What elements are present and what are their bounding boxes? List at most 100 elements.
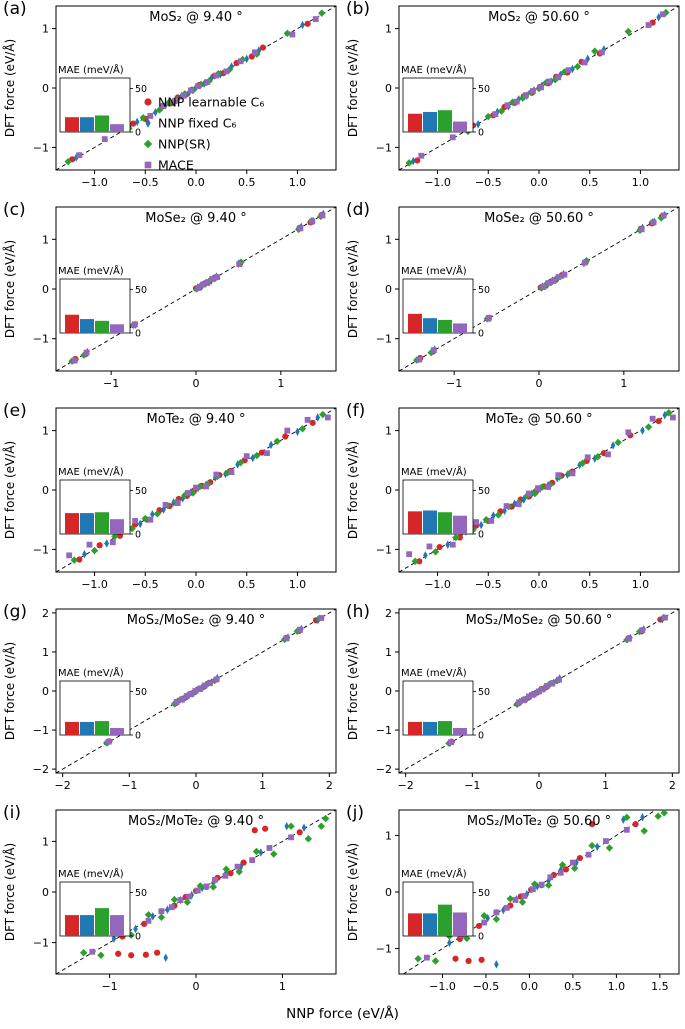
- x-tick-label: 1: [620, 377, 627, 390]
- y-tick-label: −1: [33, 724, 49, 737]
- scatter-plot-f: −1.0 −0.5 0.0 0.5 1.0 −1 0 1 MoTe₂ @ 50.60 ° DFT …: [345, 407, 680, 591]
- mae-bar-mace: [453, 515, 467, 534]
- plot-title: MoS₂/MoTe₂ @ 50.60 °: [467, 814, 611, 829]
- mae-bar-learnable: [65, 314, 79, 333]
- mae-tick-label: 50: [135, 285, 147, 296]
- panel-label-f: (f): [346, 401, 366, 421]
- panel-label-j: (j): [346, 803, 364, 823]
- x-tick-label: 1.5: [651, 980, 669, 993]
- mae-bar-fixed: [80, 319, 94, 333]
- axes: −1.0 −0.5 0.0 0.5 1.0 −1 0 1: [33, 407, 337, 591]
- y-tick-label: 1: [385, 829, 392, 842]
- mae-bar-mace: [453, 728, 467, 735]
- y-tick-label: 2: [42, 607, 49, 620]
- panel-e: (e) −1.0 −0.5 0.0 0.5 1.0 −1 0 1 MoTe₂ @ 9.40 ° D…: [0, 401, 343, 603]
- x-tick-label: −1.0: [81, 578, 108, 591]
- x-tick-label: −0.5: [475, 176, 502, 189]
- scatter-plot-a: −1.0 −0.5 0.0 0.5 1.0 −1 0 1 MoS₂ @ 9.40 ° DFT fo…: [2, 5, 337, 189]
- mae-tick-label: 50: [135, 84, 147, 95]
- panel-c: (c) −1 0 1 −1 0 1 MoSe₂ @ 9.40 ° DFT force (eV/…: [0, 200, 343, 402]
- plot-title: MoSe₂ @ 50.60 °: [484, 211, 594, 226]
- x-tick-label: 0: [193, 980, 200, 993]
- mae-bar-learnable: [408, 313, 422, 333]
- x-tick-label: 2: [669, 779, 676, 792]
- y-tick-label: 1: [42, 425, 49, 438]
- x-tick-label: 0: [193, 377, 200, 390]
- x-tick-label: −2: [55, 779, 71, 792]
- mae-bar-learnable: [408, 721, 422, 735]
- mae-bar-learnable: [65, 915, 79, 936]
- scatter-plot-e: −1.0 −0.5 0.0 0.5 1.0 −1 0 1 MoTe₂ @ 9.40 ° DFT f…: [2, 407, 337, 591]
- y-tick-label: −1: [376, 333, 392, 346]
- mae-bar-sr: [95, 320, 109, 333]
- panel-grid: (a) −1.0 −0.5 0.0 0.5 1.0 −1 0 1 MoS₂ @ 9.40 ° DF…: [0, 0, 685, 1005]
- mae-bar-sr: [95, 512, 109, 534]
- y-tick-label: 1: [42, 646, 49, 659]
- plot-title: MoS₂/MoSe₂ @ 9.40 °: [127, 613, 266, 628]
- mae-tick-label: 0: [478, 731, 484, 742]
- scatter-series-mace: [89, 834, 294, 955]
- panel-g: (g) −2 −1 0 1 2 −2 −1 0 1 2 MoS₂/MoSe₂ @ 9.40 ° DFT…: [0, 602, 343, 804]
- x-tick-label: 0.5: [581, 578, 599, 591]
- scatter-plot-d: −1 0 1 −1 0 1 MoSe₂ @ 50.60 ° DFT force (eV/Å) M…: [345, 206, 680, 390]
- x-tick-label: −1.0: [429, 980, 456, 993]
- mae-inset-title: MAE (meV/Å): [401, 264, 467, 277]
- mae-tick-label: 0: [478, 329, 484, 340]
- scatter-series-mace: [406, 414, 676, 558]
- x-tick-label: −1: [464, 779, 480, 792]
- plot-title: MoTe₂ @ 50.60 °: [485, 412, 592, 427]
- x-tick-label: −0.5: [132, 176, 159, 189]
- mae-tick-label: 0: [135, 731, 141, 742]
- mae-tick-label: 50: [135, 486, 147, 497]
- x-tick-label: 0: [536, 779, 543, 792]
- axes: −1.0 −0.5 0.0 0.5 1.0 −1 0 1: [376, 5, 680, 189]
- axes: −1.0 −0.5 0.0 0.5 1.0 −1 0 1: [376, 407, 680, 591]
- scatter-series-mace: [66, 414, 331, 559]
- scatter-series-mace: [71, 212, 326, 364]
- mae-inset-title: MAE (meV/Å): [401, 63, 467, 76]
- mae-inset: MAE (meV/Å) 0 50: [58, 63, 147, 139]
- mae-tick-label: 50: [478, 84, 490, 95]
- y-tick-label: 1: [385, 233, 392, 246]
- mae-bar-learnable: [65, 117, 79, 132]
- mae-inset-title: MAE (meV/Å): [58, 666, 124, 679]
- y-tick-label: 1: [385, 23, 392, 36]
- x-tick-label: −1: [103, 377, 119, 390]
- x-tick-label: −1.0: [424, 176, 451, 189]
- y-tick-label: 2: [385, 607, 392, 620]
- mae-bar-fixed: [80, 117, 94, 132]
- mae-bar-mace: [110, 728, 124, 735]
- y-tick-label: 0: [385, 82, 392, 95]
- scatter-series-mace: [76, 16, 319, 159]
- plot-title: MoS₂ @ 9.40 °: [149, 10, 242, 25]
- legend-label-fixed: NNP fixed C₆: [158, 116, 236, 131]
- x-tick-label: −0.5: [473, 980, 500, 993]
- panel-label-b: (b): [346, 0, 371, 19]
- mae-tick-label: 50: [478, 285, 490, 296]
- x-tick-label: −1: [121, 779, 137, 792]
- y-tick-label: −1: [33, 543, 49, 556]
- mae-bar-fixed: [423, 913, 437, 936]
- mae-bar-sr: [438, 721, 452, 735]
- y-axis-label: DFT force (eV/Å): [2, 39, 17, 137]
- y-tick-label: 1: [42, 233, 49, 246]
- mae-bar-fixed: [423, 721, 437, 735]
- x-tick-label: 2: [326, 779, 333, 792]
- y-tick-label: 0: [385, 685, 392, 698]
- scatter-plot-b: −1.0 −0.5 0.0 0.5 1.0 −1 0 1 MoS₂ @ 50.60 ° DFT f…: [345, 5, 680, 189]
- mae-inset: MAE (meV/Å) 0 50: [401, 264, 490, 340]
- y-tick-label: 0: [42, 283, 49, 296]
- mae-tick-label: 50: [135, 888, 147, 899]
- mae-inset: MAE (meV/Å) 0 50: [58, 666, 147, 742]
- x-tick-label: −0.5: [475, 578, 502, 591]
- plot-title: MoTe₂ @ 9.40 °: [147, 412, 246, 427]
- y-tick-label: 1: [42, 23, 49, 36]
- panel-j: (j) −1.0 −0.5 0.0 0.5 1.0 1.5 −1 0 1 MoS₂/MoTe₂ @…: [343, 803, 685, 1005]
- x-tick-label: 0.5: [564, 980, 582, 993]
- mae-bar-sr: [95, 908, 109, 936]
- panel-label-e: (e): [3, 401, 27, 421]
- panel-h: (h) −2 −1 0 1 2 −2 −1 0 1 2 MoS₂/MoSe₂ @ 50.60 ° DF…: [343, 602, 685, 804]
- plot-title: MoS₂/MoTe₂ @ 9.40 °: [128, 814, 264, 829]
- legend: NNP learnable C₆ NNP fixed C₆ NNP(SR) MACE: [143, 95, 264, 173]
